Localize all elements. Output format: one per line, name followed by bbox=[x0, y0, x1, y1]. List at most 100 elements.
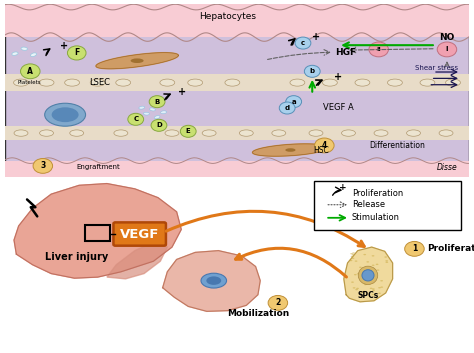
Ellipse shape bbox=[362, 270, 374, 281]
Text: Release: Release bbox=[352, 200, 385, 209]
Text: VEGF: VEGF bbox=[120, 228, 159, 240]
Text: c: c bbox=[301, 40, 305, 46]
Ellipse shape bbox=[114, 130, 128, 136]
Circle shape bbox=[437, 42, 457, 57]
Text: Shear stress: Shear stress bbox=[415, 65, 458, 71]
Circle shape bbox=[180, 125, 196, 137]
Text: Hepatocytes: Hepatocytes bbox=[199, 12, 256, 22]
Ellipse shape bbox=[352, 252, 355, 254]
Ellipse shape bbox=[352, 258, 355, 259]
Text: a: a bbox=[292, 99, 296, 104]
Ellipse shape bbox=[188, 79, 202, 86]
Circle shape bbox=[67, 46, 86, 60]
Ellipse shape bbox=[446, 79, 460, 86]
Ellipse shape bbox=[206, 276, 221, 285]
Text: Mobilization: Mobilization bbox=[227, 309, 289, 318]
Bar bbox=[5, 74, 469, 91]
Ellipse shape bbox=[372, 290, 375, 291]
Ellipse shape bbox=[116, 79, 131, 86]
Ellipse shape bbox=[380, 286, 383, 288]
Ellipse shape bbox=[12, 52, 18, 55]
Ellipse shape bbox=[150, 108, 155, 111]
Text: VEGF A: VEGF A bbox=[323, 103, 354, 112]
Ellipse shape bbox=[385, 260, 388, 262]
Ellipse shape bbox=[351, 281, 354, 283]
Ellipse shape bbox=[360, 272, 363, 273]
Text: I: I bbox=[446, 47, 448, 52]
Ellipse shape bbox=[350, 260, 352, 261]
Ellipse shape bbox=[375, 276, 378, 278]
Circle shape bbox=[304, 65, 320, 77]
Text: +: + bbox=[339, 183, 347, 192]
Circle shape bbox=[315, 138, 334, 153]
Circle shape bbox=[128, 113, 144, 125]
Bar bbox=[314, 181, 461, 230]
FancyBboxPatch shape bbox=[113, 222, 166, 246]
Polygon shape bbox=[344, 247, 392, 302]
Ellipse shape bbox=[14, 79, 28, 86]
Circle shape bbox=[286, 96, 301, 108]
Bar bbox=[5, 126, 469, 140]
Polygon shape bbox=[14, 184, 181, 278]
Ellipse shape bbox=[407, 130, 420, 136]
Ellipse shape bbox=[201, 273, 227, 288]
Text: +: + bbox=[178, 86, 186, 97]
Ellipse shape bbox=[160, 79, 175, 86]
Text: Differentiation: Differentiation bbox=[369, 141, 425, 150]
Ellipse shape bbox=[272, 130, 286, 136]
Text: b: b bbox=[310, 68, 315, 74]
Ellipse shape bbox=[355, 79, 370, 86]
Text: B: B bbox=[155, 99, 160, 104]
Ellipse shape bbox=[341, 130, 356, 136]
Circle shape bbox=[149, 96, 165, 108]
Text: 1: 1 bbox=[412, 244, 417, 253]
Text: Disse: Disse bbox=[437, 163, 457, 172]
Ellipse shape bbox=[225, 79, 240, 86]
Text: Engraftment: Engraftment bbox=[77, 164, 120, 169]
Ellipse shape bbox=[378, 293, 381, 294]
Text: +: + bbox=[312, 31, 320, 42]
Circle shape bbox=[405, 241, 424, 256]
Ellipse shape bbox=[139, 106, 145, 109]
Text: HSC: HSC bbox=[314, 145, 329, 155]
Ellipse shape bbox=[439, 130, 453, 136]
Text: +: + bbox=[60, 41, 68, 51]
Ellipse shape bbox=[361, 273, 364, 274]
Ellipse shape bbox=[30, 53, 36, 56]
Text: Proliferation: Proliferation bbox=[428, 244, 474, 253]
Circle shape bbox=[369, 42, 388, 57]
Ellipse shape bbox=[388, 79, 402, 86]
Ellipse shape bbox=[70, 130, 84, 136]
Ellipse shape bbox=[21, 47, 27, 50]
Text: 3: 3 bbox=[40, 161, 46, 170]
Ellipse shape bbox=[285, 148, 295, 152]
Ellipse shape bbox=[361, 273, 364, 274]
Ellipse shape bbox=[420, 79, 435, 86]
Ellipse shape bbox=[355, 289, 358, 291]
Ellipse shape bbox=[357, 273, 360, 275]
Ellipse shape bbox=[372, 255, 374, 257]
Ellipse shape bbox=[365, 283, 368, 285]
Ellipse shape bbox=[290, 79, 305, 86]
Text: Proliferation: Proliferation bbox=[352, 189, 403, 198]
Text: Liver injury: Liver injury bbox=[45, 252, 109, 262]
Text: D: D bbox=[156, 122, 162, 128]
Ellipse shape bbox=[351, 256, 354, 257]
Ellipse shape bbox=[90, 79, 105, 86]
Text: Stimulation: Stimulation bbox=[352, 213, 400, 222]
Text: +: + bbox=[334, 72, 342, 82]
Text: A: A bbox=[27, 67, 33, 76]
Ellipse shape bbox=[372, 264, 374, 266]
Polygon shape bbox=[253, 144, 328, 156]
Ellipse shape bbox=[364, 284, 367, 285]
Circle shape bbox=[295, 37, 311, 49]
Ellipse shape bbox=[366, 261, 369, 263]
Circle shape bbox=[268, 295, 288, 310]
Ellipse shape bbox=[372, 294, 374, 295]
Polygon shape bbox=[107, 240, 167, 279]
Ellipse shape bbox=[322, 79, 337, 86]
Ellipse shape bbox=[131, 58, 144, 63]
Ellipse shape bbox=[39, 79, 54, 86]
Ellipse shape bbox=[360, 280, 363, 281]
Ellipse shape bbox=[384, 256, 387, 258]
